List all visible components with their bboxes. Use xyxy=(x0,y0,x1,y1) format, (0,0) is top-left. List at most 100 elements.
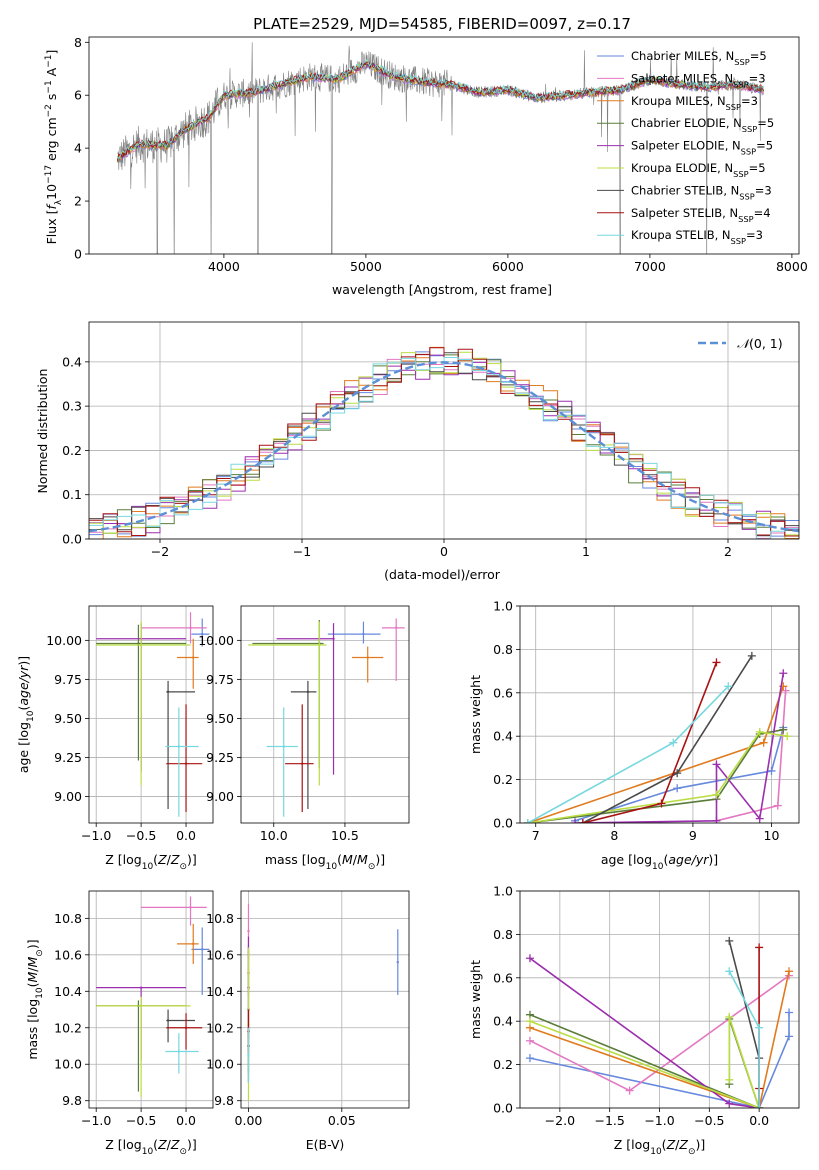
y-tick-label: 9.8 xyxy=(62,1093,82,1108)
series-line xyxy=(582,655,753,823)
y-tick-label: 10.0 xyxy=(206,1057,234,1072)
series-marker xyxy=(755,814,764,823)
series-line xyxy=(529,1016,760,1108)
data-point xyxy=(166,1019,170,1022)
x-axis-label: wavelength [Angstrom, rest frame] xyxy=(332,282,552,297)
x-tick-label: 8 xyxy=(610,828,618,843)
data-point xyxy=(282,745,285,748)
data-point xyxy=(301,762,304,765)
y-tick-label: 6 xyxy=(74,88,82,103)
x-tick-label: 7 xyxy=(532,828,540,843)
series-marker xyxy=(725,967,734,976)
x-axis-label: age [log10(age/yr)] xyxy=(601,852,718,872)
series-marker xyxy=(779,669,788,678)
series-marker xyxy=(785,1032,794,1041)
x-tick-label: 0.0 xyxy=(749,1113,769,1128)
y-tick-label: 0.2 xyxy=(493,772,513,787)
x-tick-label: −1.5 xyxy=(594,1113,624,1128)
series-marker xyxy=(767,766,776,775)
plot-area xyxy=(248,618,405,817)
series-marker xyxy=(525,1036,534,1045)
model-line xyxy=(117,61,764,161)
x-tick-label: −1.0 xyxy=(81,1113,111,1128)
data-point xyxy=(201,632,204,636)
series-line xyxy=(527,685,729,823)
x-axis-label: E(B-V) xyxy=(306,1137,345,1152)
y-tick-label: 0.4 xyxy=(493,1014,513,1029)
plot-weight_vs_age: 7 8 9 10 0.0 0.2 0.4 0.6 0.8 1.0 age [log10(age/yr… xyxy=(468,599,800,872)
data-point xyxy=(318,643,321,647)
y-tick-label: 9.25 xyxy=(54,750,82,765)
series-marker xyxy=(712,790,721,799)
y-tick-label: 0.8 xyxy=(493,927,513,942)
series-line xyxy=(529,971,790,1108)
data-point xyxy=(366,656,369,659)
y-axis-label: mass weight xyxy=(468,675,483,754)
series-marker xyxy=(625,1086,634,1095)
y-tick-label: 9.8 xyxy=(214,1093,234,1108)
data-point xyxy=(139,643,143,647)
plot-area xyxy=(117,42,764,254)
data-point xyxy=(177,745,181,748)
plot-spectrum: 4000 5000 6000 7000 8000 0 2 4 6 8 wavelength [Ang… xyxy=(44,35,808,297)
y-tick-label: 0.6 xyxy=(493,970,513,985)
legend-label: Kroupa STELIB, NSSP=3 xyxy=(631,228,763,246)
x-tick-label: −2.0 xyxy=(545,1113,575,1128)
legend-label: Chabrier ELODIE, NSSP=5 xyxy=(631,116,774,134)
series-marker xyxy=(755,1023,764,1032)
y-axis-label: mass weight xyxy=(468,960,483,1039)
y-axis-label: Flux [fλ10−17 erg cm−2 s−1 A−1] xyxy=(44,50,64,245)
series-marker xyxy=(578,819,587,823)
x-tick-label: 10.5 xyxy=(331,828,359,843)
x-tick-label: 6000 xyxy=(492,259,524,274)
series-marker xyxy=(673,784,682,793)
y-axis-label: Normed distribution xyxy=(35,369,50,494)
plot-area xyxy=(96,612,210,817)
y-tick-label: 8 xyxy=(74,35,82,50)
x-tick-label: 8000 xyxy=(776,259,808,274)
axes-frame xyxy=(519,605,800,824)
y-tick-label: 10.00 xyxy=(198,633,234,648)
legend-label: Kroupa MILES, NSSP=3 xyxy=(631,94,758,112)
series-line xyxy=(574,727,785,822)
y-tick-label: 10.2 xyxy=(54,1020,82,1035)
axes-frame xyxy=(88,605,214,824)
legend-label: Chabrier STELIB, NSSP=3 xyxy=(631,183,772,201)
y-tick-label: 10.0 xyxy=(54,1057,82,1072)
y-tick-label: 10.4 xyxy=(206,984,234,999)
series-marker xyxy=(712,658,721,667)
data-point xyxy=(189,906,192,909)
y-tick-label: 0.4 xyxy=(62,354,82,369)
x-tick-label: 2 xyxy=(724,544,732,559)
data-point xyxy=(137,642,140,645)
figure-title: PLATE=2529, MJD=54585, FIBERID=0097, z=0… xyxy=(253,15,631,33)
gaussian-curve xyxy=(89,361,799,533)
series-marker xyxy=(779,725,788,734)
x-tick-label: 0.00 xyxy=(235,1113,263,1128)
series-marker xyxy=(725,1012,734,1021)
series-line xyxy=(529,1012,790,1108)
series-marker xyxy=(747,651,756,660)
y-tick-label: 10.8 xyxy=(206,911,234,926)
legend-label: Salpeter ELODIE, NSSP=5 xyxy=(631,139,773,157)
legend-label: Salpeter MILES, NSSP=3 xyxy=(631,71,766,89)
plot-area xyxy=(523,651,792,823)
x-axis-label: Z [log10(Z/Z⊙)] xyxy=(105,1137,197,1157)
plot-age_vs_mass: 10.0 10.5 9.00 9.25 9.50 9.75 10.00 mass [log10… xyxy=(198,605,410,872)
data-point xyxy=(192,656,195,659)
x-tick-label: −1 xyxy=(293,544,311,559)
y-tick-label: 10.8 xyxy=(54,911,82,926)
series-marker xyxy=(571,819,580,823)
y-tick-label: 0.0 xyxy=(493,816,513,831)
x-tick-label: 10.0 xyxy=(260,828,288,843)
series-marker xyxy=(785,967,794,976)
y-tick-label: 1.0 xyxy=(493,599,513,614)
plot-area xyxy=(96,896,210,1098)
x-tick-label: −1.0 xyxy=(81,828,111,843)
data-point xyxy=(247,1053,250,1057)
series-marker xyxy=(657,799,666,808)
x-tick-label: 4000 xyxy=(208,259,240,274)
y-tick-label: 0.4 xyxy=(493,729,513,744)
series-marker xyxy=(725,1075,734,1084)
